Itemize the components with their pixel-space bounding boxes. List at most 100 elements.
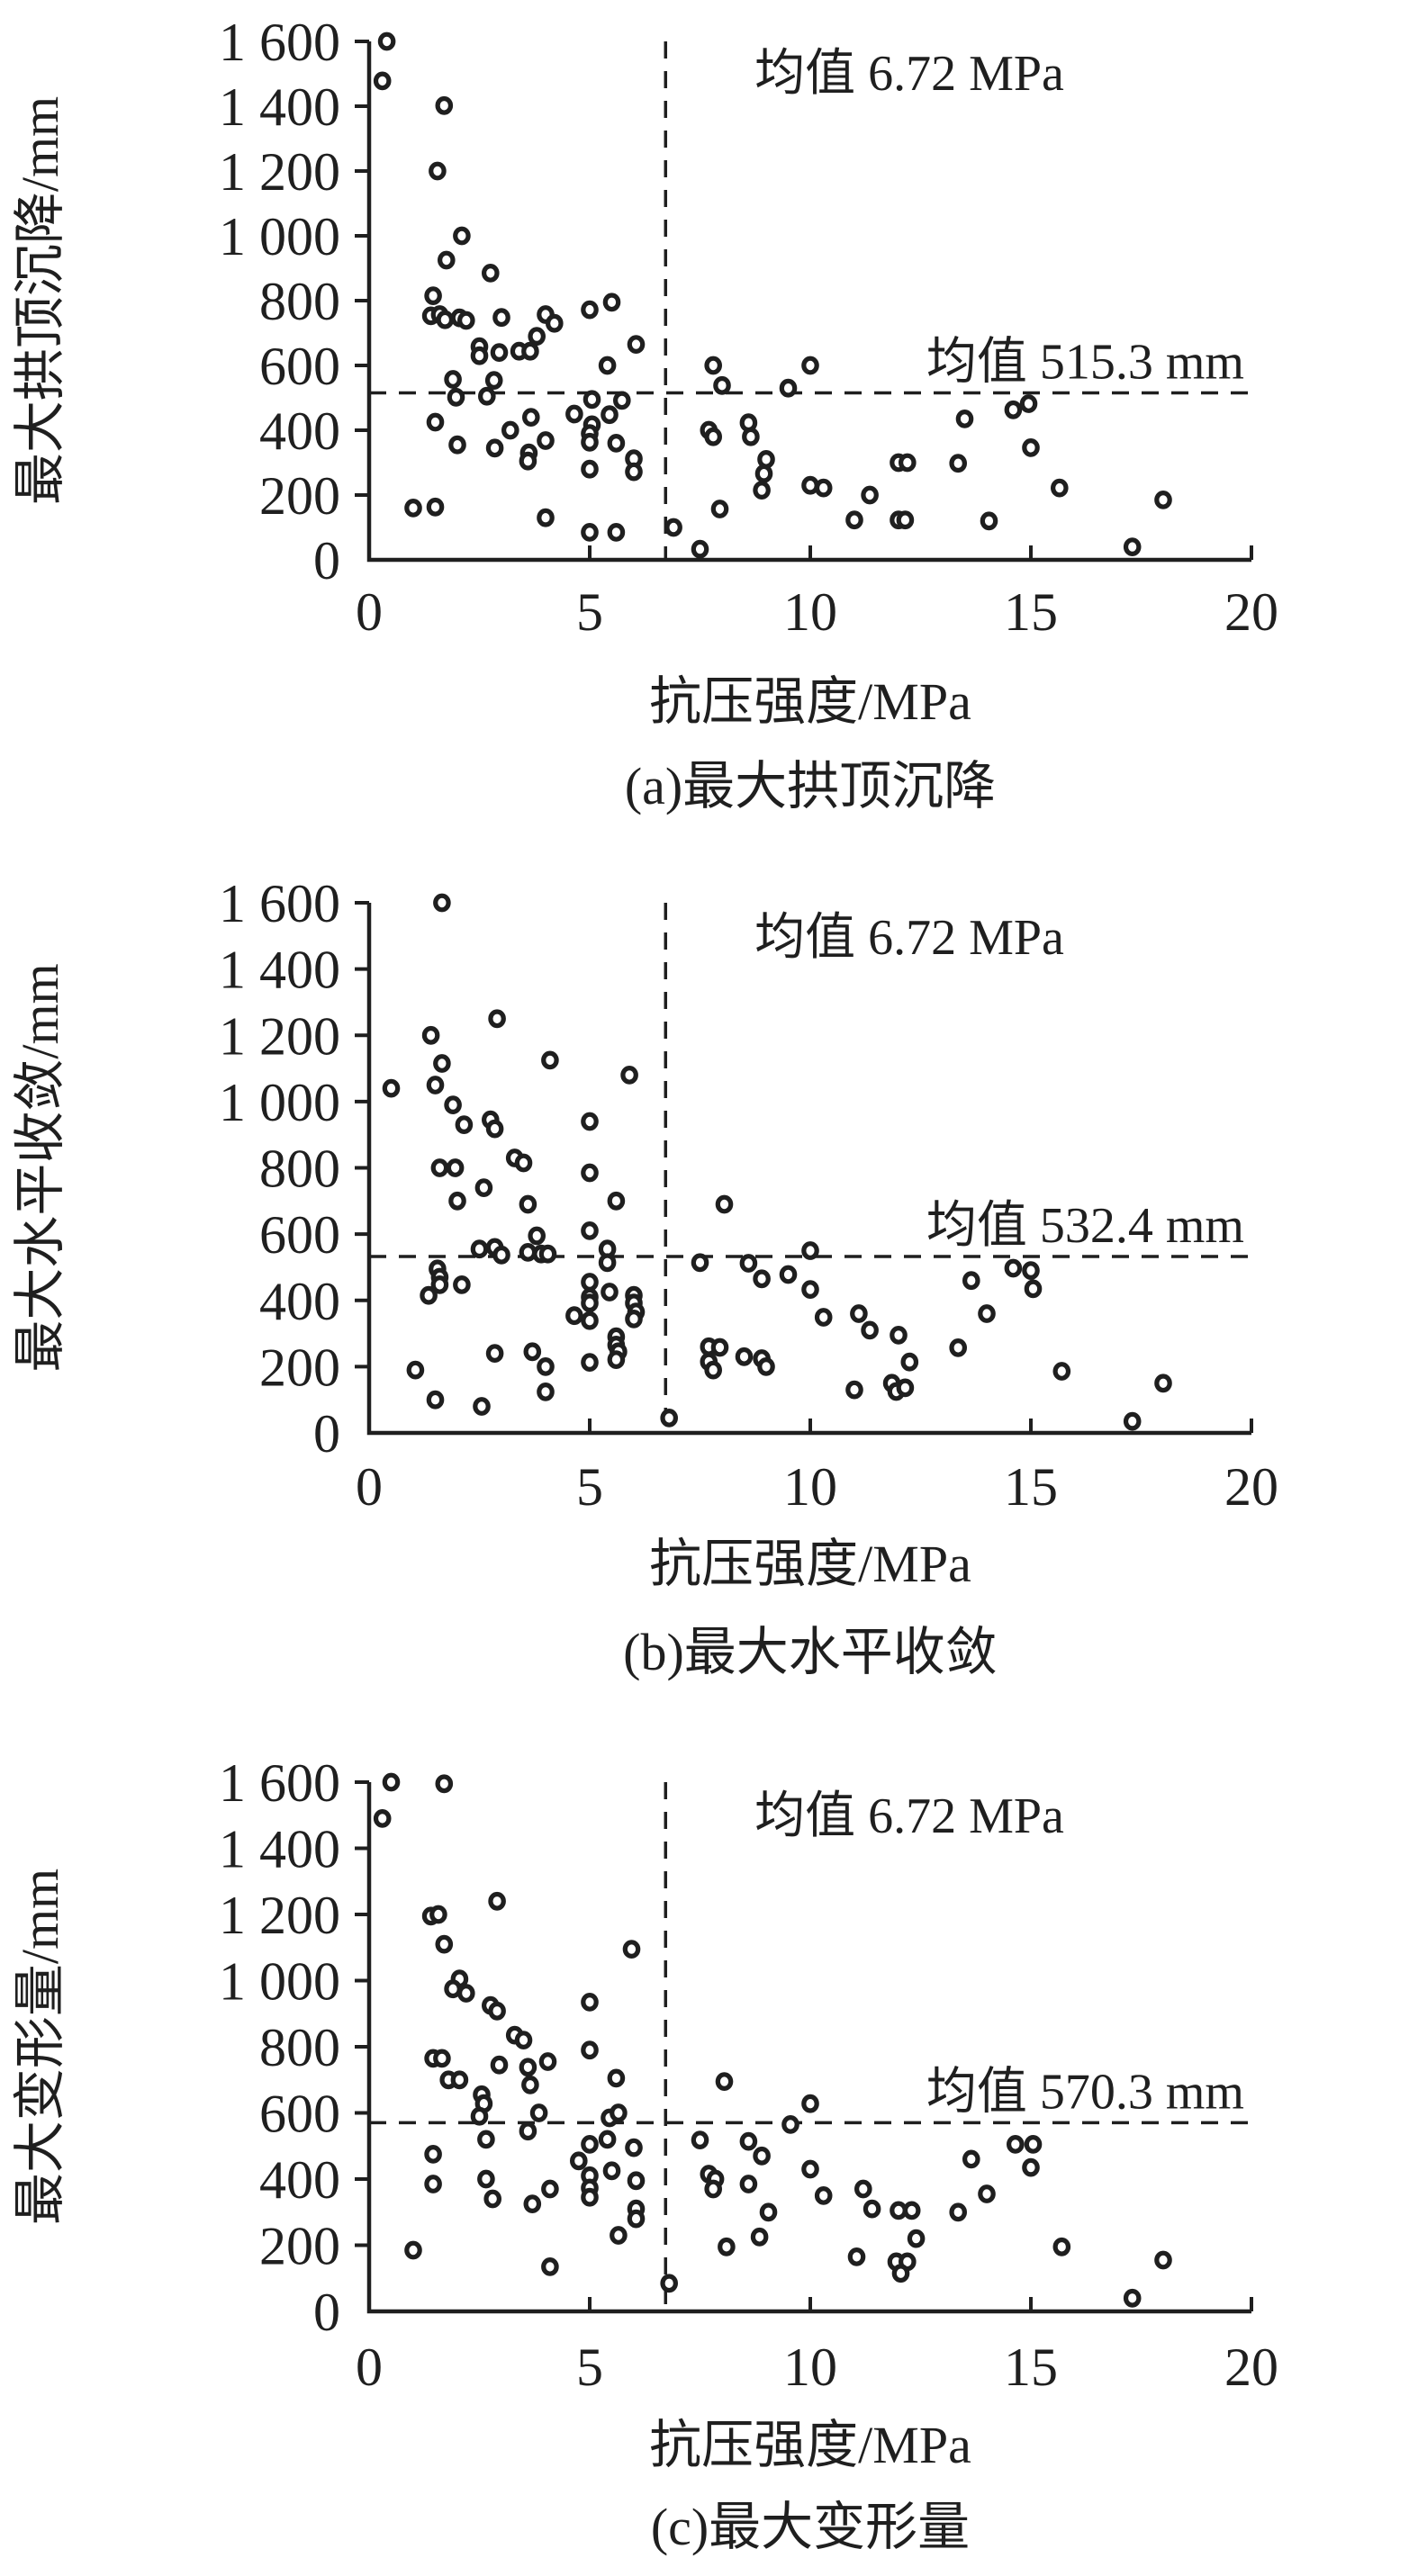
scatter-point (612, 391, 631, 410)
scatter-point (801, 475, 819, 495)
scatter-point (907, 2229, 926, 2248)
scatter-point (627, 2171, 646, 2191)
scatter-point (377, 32, 396, 51)
y-tick-label: 400 (259, 2150, 340, 2210)
y-tick-label: 200 (259, 1338, 340, 1397)
panel-a: 0 200 400 600 800 1 000 1 200 1 400 1 600 0 5 10 15 2… (0, 0, 1418, 859)
x-axis-label: 抗压强度/MPa (649, 2416, 971, 2474)
x-tick-label: 20 (1224, 2337, 1278, 2397)
panel-caption: (c)最大变形量 (650, 2498, 971, 2556)
scatter-point (429, 1905, 447, 1924)
scatter-point (664, 518, 682, 537)
scatter-point (426, 497, 445, 517)
x-axis-label: 抗压强度/MPa (649, 1535, 971, 1593)
scatter-point (713, 375, 731, 395)
scatter-point (421, 1025, 440, 1045)
scatter-point (382, 1772, 401, 1792)
scatter-point (1022, 2157, 1040, 2177)
y-tick-label: 400 (259, 401, 340, 461)
scatter-point (1154, 491, 1172, 509)
scatter-point (898, 453, 917, 473)
scatter-point (691, 2130, 709, 2150)
scatter-point (1024, 1279, 1043, 1299)
scatter-point (538, 1244, 557, 1264)
mean-deformation-annotation: 均值 570.3 mm (926, 2064, 1244, 2120)
scatter-point (581, 459, 599, 479)
scatter-point (581, 523, 599, 542)
scatter-point (477, 2169, 495, 2189)
scatter-point (474, 1178, 493, 1198)
x-tick-label: 10 (783, 582, 837, 642)
scatter-point (521, 341, 539, 361)
axis-spines (366, 903, 1251, 1436)
scatter-point (861, 1320, 879, 1340)
scatter-point (470, 2106, 489, 2126)
axis-spines (366, 1782, 1251, 2314)
scatter-point (625, 462, 643, 482)
scatter-point (739, 2131, 758, 2151)
scatter-point (581, 2135, 599, 2154)
scatter-point (473, 1397, 491, 1416)
scatter-point (426, 1076, 445, 1094)
scatter-point (429, 161, 447, 181)
scatter-point (890, 1326, 908, 1345)
scatter-point (845, 510, 863, 530)
scatter-plot-max-deformation: 0 200 400 600 800 1 000 1 200 1 400 1 600 0 5 10 15 2… (11, 1753, 1278, 2397)
y-tick-label: 0 (313, 1404, 340, 1464)
y-tick-label: 1 200 (219, 142, 340, 202)
scatter-point (1051, 478, 1069, 498)
scatter-point (949, 1338, 967, 1357)
scatter-point (1123, 1411, 1142, 1431)
y-tick-label: 600 (259, 2085, 340, 2144)
scatter-point (625, 1310, 643, 1329)
x-tick-label: 0 (356, 582, 383, 642)
scatter-point (488, 1891, 506, 1911)
scatter-point (481, 264, 500, 283)
mean-strength-annotation: 均值 6.72 MPa (754, 910, 1064, 966)
scatter-point (537, 508, 555, 527)
scatter-point (420, 1285, 438, 1305)
scatter-point (1004, 1258, 1023, 1278)
scatter-point (891, 2264, 910, 2283)
scatter-point (446, 1158, 465, 1177)
scatter-point (607, 434, 626, 453)
y-tick-label: 1 600 (219, 874, 340, 933)
scatter-point (433, 893, 451, 913)
y-tick-label: 1 400 (219, 1820, 340, 1879)
scatter-point (437, 250, 456, 270)
scatter-point (448, 1191, 466, 1211)
scatter-point (863, 2199, 881, 2219)
x-tick-label: 5 (576, 2337, 603, 2397)
y-tick-label: 600 (259, 337, 340, 396)
panel-b: 0 200 400 600 800 1 000 1 200 1 400 1 600 0 5 10 15 2… (0, 859, 1418, 1717)
scatter-point (710, 1338, 729, 1357)
scatter-point (492, 1245, 510, 1265)
scatter-point (742, 427, 760, 446)
y-tick-label: 1 600 (219, 1753, 340, 1813)
scatter-point (739, 1254, 758, 1273)
scatter-point (753, 481, 771, 500)
y-tick-label: 0 (313, 531, 340, 590)
panel-caption: (a)最大拱顶沉降 (624, 757, 997, 815)
scatter-point (424, 286, 442, 306)
scatter-point (448, 435, 466, 455)
x-tick-label: 10 (783, 2337, 837, 2397)
scatter-point (598, 2130, 617, 2149)
scatter-point (607, 2068, 626, 2088)
scatter-point (581, 1273, 599, 1292)
scatter-point (978, 1304, 996, 1323)
scatter-point (485, 1119, 504, 1139)
scatter-point (581, 1293, 599, 1313)
scatter-point (537, 431, 555, 450)
scatter-point (610, 2103, 628, 2122)
scatter-point (501, 420, 519, 440)
scatter-point (426, 412, 445, 432)
scatter-point (710, 500, 729, 518)
scatter-point (750, 2227, 769, 2247)
scatter-point (691, 539, 709, 559)
scatter-point (581, 2040, 599, 2060)
y-tick-label: 0 (313, 2283, 340, 2342)
scatter-point (519, 1194, 537, 1214)
